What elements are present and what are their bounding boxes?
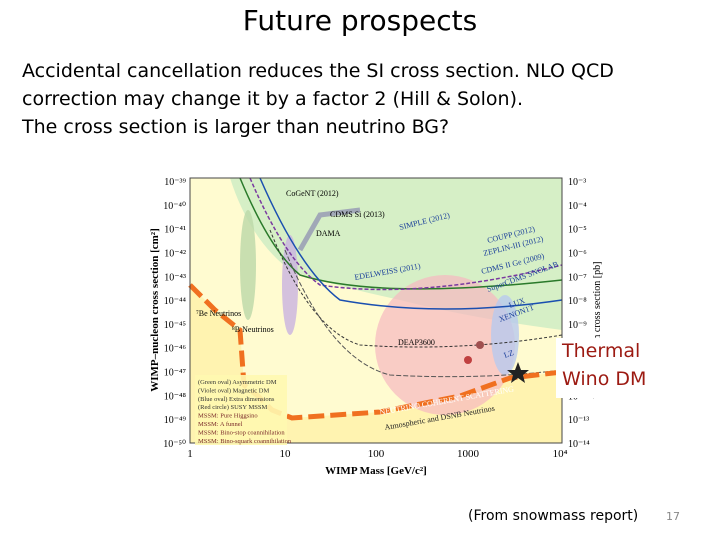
plot-frame <box>189 177 563 444</box>
y2-tick-label: 10⁻⁶ <box>568 248 587 259</box>
y2-tick-label: 10⁻⁸ <box>568 296 587 307</box>
y-tick-label: 10⁻⁴⁹ <box>164 415 187 426</box>
y2-tick-label: 10⁻⁵ <box>568 225 587 236</box>
y-tick-label: 10⁻⁴⁸ <box>164 391 187 402</box>
x-tick-label: 1000 <box>457 448 480 460</box>
asymmetric-dm-oval <box>240 210 256 320</box>
curve-label: DAMA <box>316 229 341 238</box>
legend-entry: MSSM: Bino-stop coannihilation <box>198 429 285 436</box>
y-tick-label: 10⁻⁴⁶ <box>164 344 187 355</box>
y-tick-label: 10⁻³⁹ <box>164 177 186 188</box>
y-tick-label: 10⁻⁴² <box>164 248 186 259</box>
mssm-point <box>464 356 472 364</box>
x-tick-label: 1 <box>187 448 193 460</box>
extra-dim-oval <box>491 295 519 375</box>
annotation: Thermal <box>562 340 641 362</box>
y2-tick-label: 10⁻⁴ <box>568 201 587 212</box>
limit-curve <box>269 229 563 348</box>
limit-curve <box>259 177 563 310</box>
y-tick-label: 10⁻⁵⁰ <box>163 439 186 450</box>
curve-label: CoGeNT (2012) <box>286 189 339 198</box>
y-tick-label: 10⁻⁴⁷ <box>164 368 187 379</box>
page-number: 17 <box>666 510 680 523</box>
y-tick-label: 10⁻⁴⁴ <box>164 296 187 307</box>
curve-label: DEAP3600 <box>398 338 435 347</box>
x-tick-label: 10 <box>280 448 292 460</box>
susy-region <box>375 275 515 415</box>
annotation-box <box>556 338 660 398</box>
x-tick-label: 10⁴ <box>553 448 568 460</box>
curve-label: CDMS Si (2013) <box>330 210 385 219</box>
annotation: Wino DM <box>562 368 647 390</box>
curve-label: ⁸B Neutrinos <box>232 325 274 334</box>
limit-curve <box>249 177 563 291</box>
y2-axis-label: WIMP–nucleon cross section [pb] <box>592 262 603 399</box>
magnetic-dm-oval <box>282 235 298 335</box>
body-line: correction may change it by a factor 2 (… <box>22 88 524 110</box>
slide-title: Future prospects <box>242 4 478 37</box>
legend-entry: (Blue oval) Extra dimensions <box>198 396 275 403</box>
curve-label: ⁷Be Neutrinos <box>196 309 241 318</box>
legend-box <box>195 375 287 445</box>
legend-entry: (Violet oval) Magnetic DM <box>198 387 269 394</box>
legend-entry: (Red circle) SUSY MSSM <box>198 404 267 411</box>
wino-star <box>507 362 529 383</box>
y2-tick-label: 10⁻³ <box>568 177 586 188</box>
y2-tick-label: 10⁻⁹ <box>568 320 587 331</box>
y-tick-label: 10⁻⁴⁰ <box>163 201 186 212</box>
y-axis-label: WIMP–nucleon cross section [cm²] <box>149 228 161 392</box>
x-tick-label: 100 <box>368 448 385 460</box>
x-axis-label: WIMP Mass [GeV/c²] <box>325 465 427 477</box>
curve-label: LZ <box>503 348 515 360</box>
y2-tick-label: 10⁻¹³ <box>568 415 589 426</box>
legend-entry: (Green oval) Asymmetric DM <box>198 379 277 386</box>
y2-tick-label: 10⁻¹⁴ <box>568 439 590 450</box>
y-tick-label: 10⁻⁴¹ <box>164 225 186 236</box>
limit-curve <box>284 249 563 378</box>
mssm-point <box>476 341 484 349</box>
legend-entry: MSSM: Bino-squark coannihilation <box>198 438 292 445</box>
footer: (From snowmass report) <box>468 508 639 524</box>
limit-curve <box>297 207 361 252</box>
legend-entry: MSSM: A funnel <box>198 421 243 428</box>
body-line: The cross section is larger than neutrin… <box>22 116 450 138</box>
y2-tick-label: 10⁻⁷ <box>568 272 587 283</box>
y-tick-label: 10⁻⁴³ <box>164 272 186 283</box>
y-tick-label: 10⁻⁴⁵ <box>164 320 186 331</box>
body-line: Accidental cancellation reduces the SI c… <box>22 60 614 82</box>
legend-entry: MSSM: Pure Higgsino <box>198 413 258 420</box>
